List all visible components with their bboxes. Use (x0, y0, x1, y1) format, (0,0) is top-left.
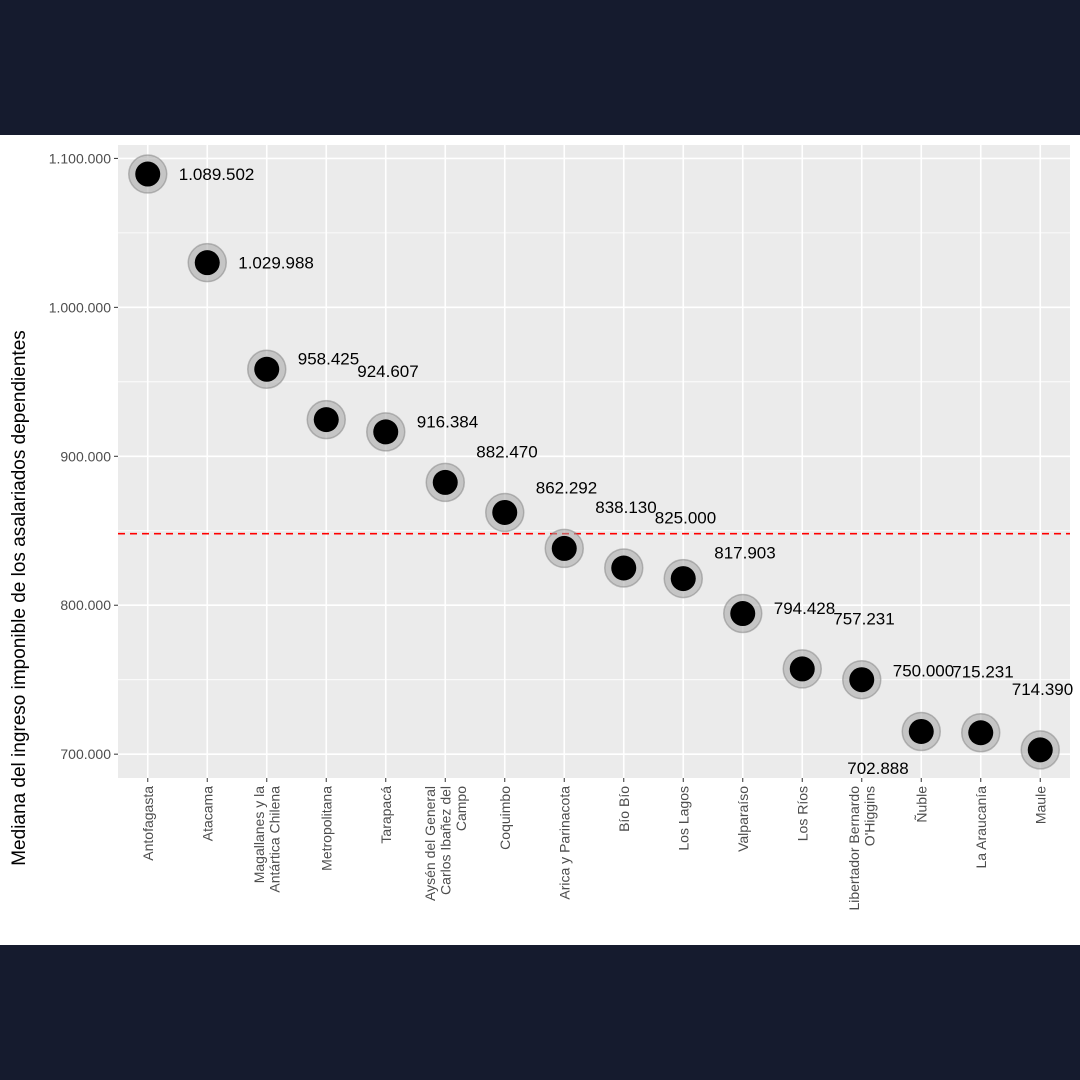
x-axis: Antofagasta Atacama Magallanes y la Antárti… (140, 778, 1048, 911)
x-tick-label: Los Lagos (675, 786, 691, 851)
x-tick-label: Carlos Ibañez del (437, 786, 453, 895)
data-point (1027, 737, 1053, 763)
data-label: 757.231 (833, 610, 894, 629)
data-label: 714.390 (1012, 680, 1073, 699)
y-tick-label: 1.100.000 (49, 150, 111, 166)
x-tick-label: Ñuble (913, 786, 929, 823)
x-tick-label: Tarapacá (378, 786, 394, 844)
data-point (611, 555, 637, 581)
y-tick-label: 800.000 (60, 597, 111, 613)
data-point (968, 720, 994, 746)
x-tick-label: Antofagasta (140, 786, 156, 861)
x-tick-label: La Araucanía (973, 786, 989, 869)
data-point (551, 535, 577, 561)
data-label: 882.470 (476, 442, 537, 461)
data-point (670, 566, 696, 592)
data-point (849, 667, 875, 693)
data-label: 715.231 (952, 663, 1013, 682)
x-tick-label: Arica y Parinacota (556, 786, 572, 900)
x-tick-label: Bío Bío (616, 786, 632, 832)
data-point (492, 499, 518, 525)
data-point (135, 161, 161, 187)
y-tick-label: 1.000.000 (49, 299, 111, 315)
data-label: 825.000 (655, 509, 716, 528)
x-tick-label: Aysén del General (422, 786, 438, 901)
data-point (432, 469, 458, 495)
x-tick-label: Libertador Bernardo (846, 786, 862, 911)
y-tick-label: 900.000 (60, 448, 111, 464)
data-label: 1.089.502 (179, 165, 255, 184)
data-label: 817.903 (714, 544, 775, 563)
x-tick-label: Campo (453, 786, 469, 831)
x-tick-label: Atacama (199, 786, 215, 841)
data-point (789, 656, 815, 682)
data-label: 794.428 (774, 599, 835, 618)
y-axis: 700.000 800.000 900.000 1.000.000 1.100.000 (49, 150, 118, 762)
data-label: 838.130 (595, 498, 656, 517)
plot-panel (118, 145, 1070, 778)
x-tick-label: Maule (1032, 786, 1048, 824)
x-tick-label: Antártica Chilena (267, 786, 283, 893)
x-tick-label: O'Higgins (862, 786, 878, 846)
data-label: 958.425 (298, 350, 359, 369)
data-point (313, 407, 339, 433)
data-point (730, 601, 756, 627)
data-point (373, 419, 399, 445)
data-label: 702.888 (847, 759, 908, 778)
x-tick-label: Magallanes y la (251, 786, 267, 883)
data-label: 916.384 (417, 412, 478, 431)
data-label: 1.029.988 (238, 254, 314, 273)
data-label: 924.607 (357, 362, 418, 381)
data-label: 750.000 (893, 661, 954, 680)
chart-figure: 700.000 800.000 900.000 1.000.000 1.100.000 … (0, 135, 1080, 945)
x-tick-label: Valparaíso (735, 786, 751, 852)
data-label: 862.292 (536, 478, 597, 497)
data-point (194, 250, 220, 276)
data-points (128, 154, 1060, 770)
x-tick-label: Los Ríos (794, 786, 810, 841)
y-axis-label: Mediana del ingreso imponible de los asa… (9, 330, 30, 866)
data-point (908, 718, 934, 744)
x-tick-label: Coquimbo (497, 786, 513, 850)
data-point (254, 356, 280, 382)
x-tick-label: Metropolitana (318, 786, 334, 871)
scatter-chart: 700.000800.000900.0001.000.0001.100.000 … (9, 145, 1073, 911)
y-tick-label: 700.000 (60, 746, 111, 762)
